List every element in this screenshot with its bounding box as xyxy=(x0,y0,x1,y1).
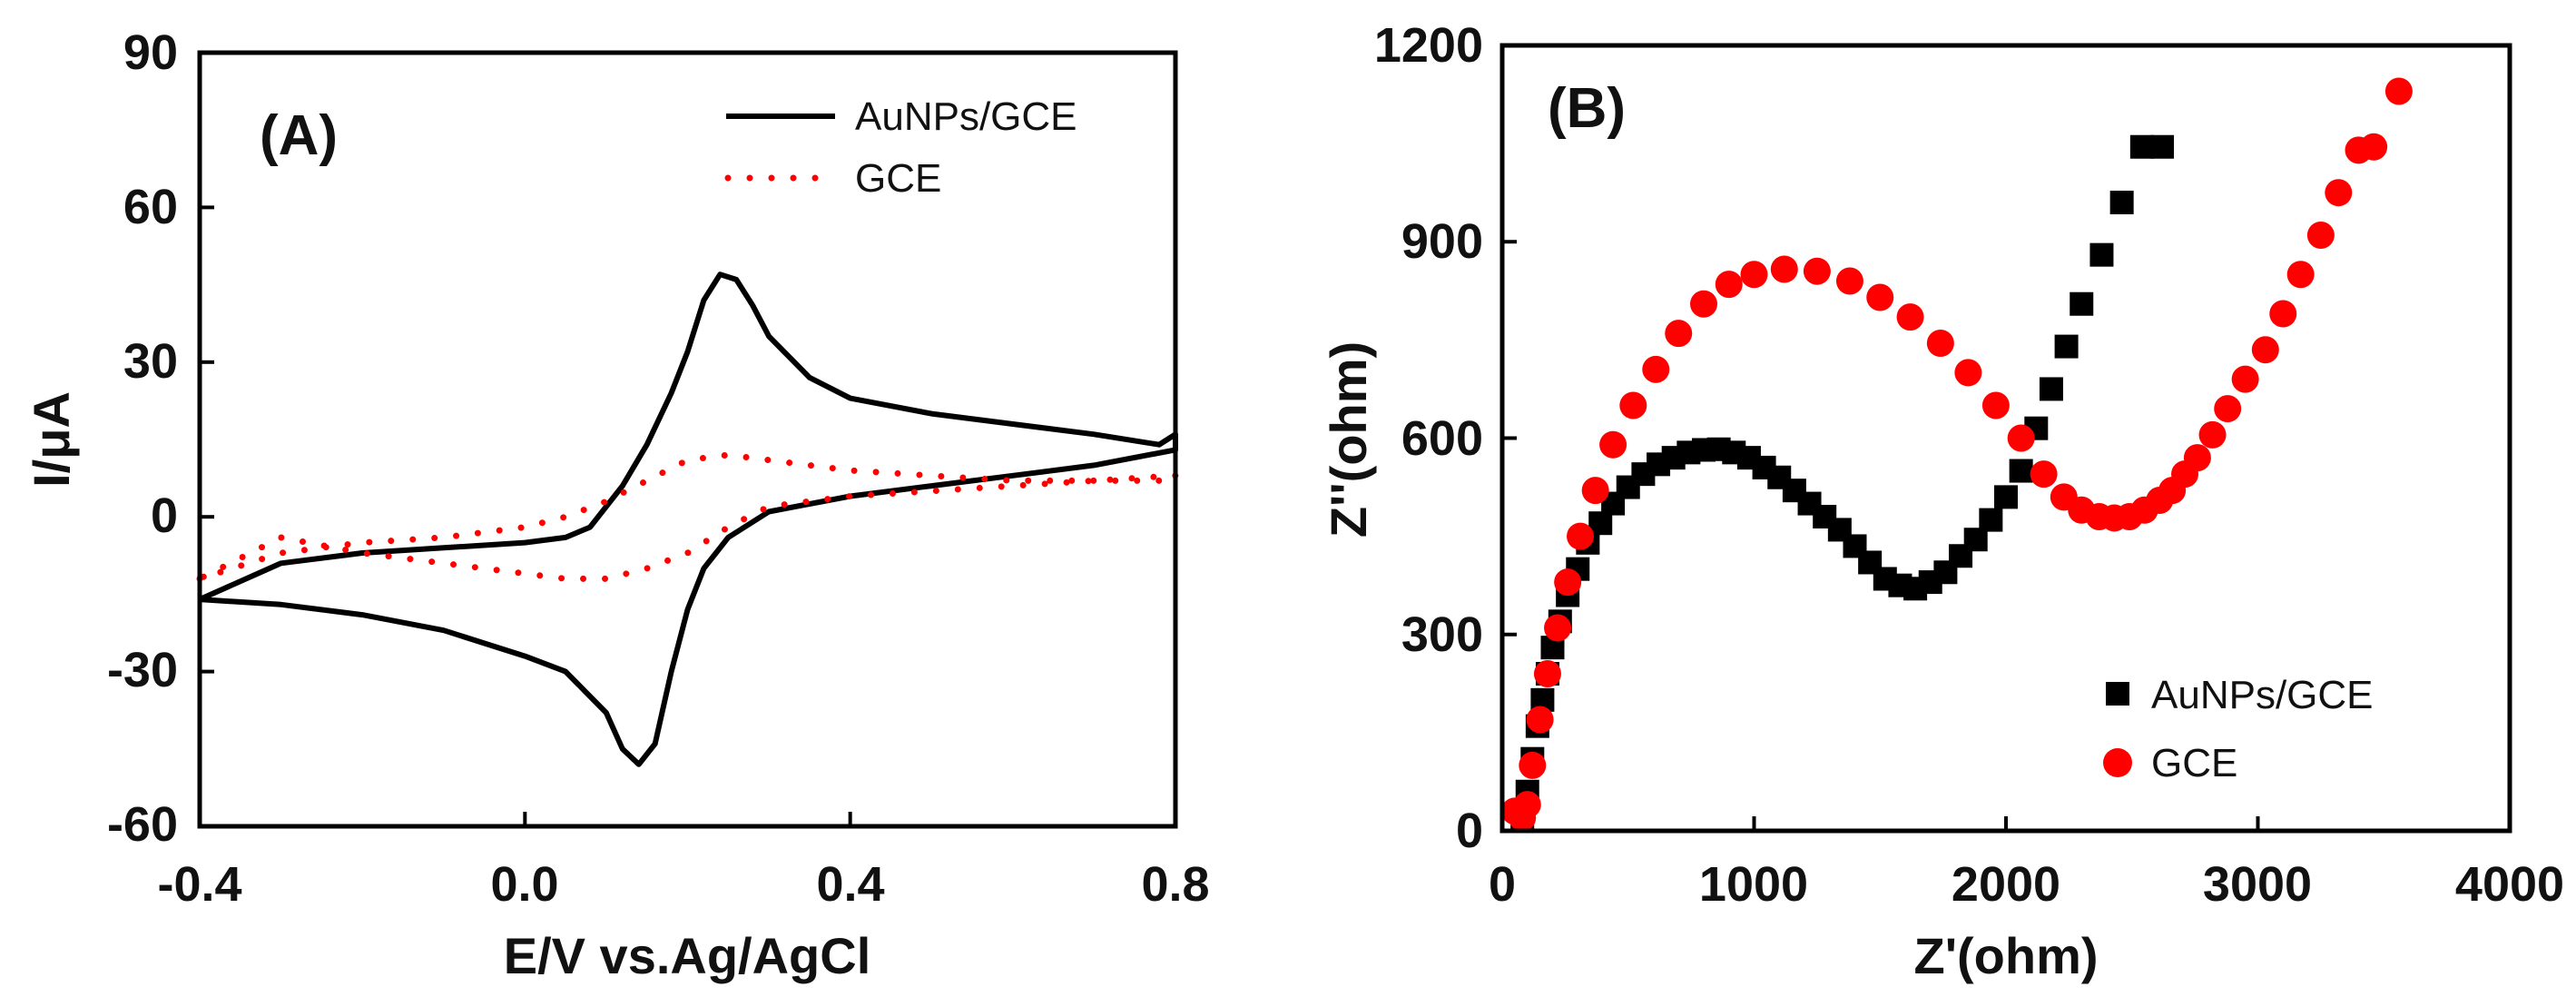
panel-a-ytick-label: 30 xyxy=(123,334,178,389)
data-point xyxy=(1954,359,1982,387)
panel-b-xtick-label: 3000 xyxy=(2203,857,2312,912)
panel-a-frame xyxy=(197,50,1178,829)
data-point xyxy=(1665,320,1693,348)
data-point xyxy=(1740,261,1768,289)
data-point xyxy=(1803,257,1831,285)
panel-b-x-tick-labels: 0 1000 2000 3000 4000 xyxy=(1489,857,2564,912)
data-point xyxy=(1770,255,1798,283)
panel-b-ytick-label: 300 xyxy=(1401,607,1483,662)
data-point xyxy=(2007,424,2035,452)
legend-marker-aunps xyxy=(2106,682,2129,706)
panel-b-xtick-label: 1000 xyxy=(1699,857,1808,912)
data-point xyxy=(2183,444,2211,472)
data-point xyxy=(2360,133,2388,161)
data-point xyxy=(2198,420,2227,449)
panel-b-xtick-label: 4000 xyxy=(2455,857,2564,912)
data-point xyxy=(1513,791,1541,819)
panel-b-ticks xyxy=(1500,44,2512,833)
panel-b-y-tick-labels: 1200 900 600 300 0 xyxy=(1374,18,1483,858)
panel-a: 90 60 30 0 -30 -60 -0.4 0.0 0.4 0.8 E/V … xyxy=(23,25,1210,984)
panel-a-ytick-label: 0 xyxy=(151,489,178,543)
panel-b-ytick-label: 900 xyxy=(1401,214,1483,269)
data-point xyxy=(2070,291,2094,316)
legend-label-gce: GCE xyxy=(855,156,941,201)
data-point xyxy=(1526,706,1554,734)
panel-a-ytick-label: 60 xyxy=(123,180,178,234)
data-point xyxy=(2231,365,2259,393)
panel-b-ytick-label: 0 xyxy=(1456,804,1483,858)
panel-b-y-axis-title: Z''(ohm) xyxy=(1320,341,1377,538)
panel-a-y-tick-labels: 90 60 30 0 -30 -60 xyxy=(107,25,178,852)
panel-a-legend: AuNPs/GCE GCE xyxy=(724,94,1077,201)
data-point xyxy=(1544,614,1572,642)
data-point xyxy=(2150,134,2175,159)
panel-a-ytick-label: -60 xyxy=(107,797,178,852)
panel-a-ytick-label: -30 xyxy=(107,643,178,697)
data-point xyxy=(2039,377,2063,401)
data-point xyxy=(2214,395,2242,423)
data-point xyxy=(2286,261,2315,289)
panel-b-xtick-label: 0 xyxy=(1489,857,1516,912)
panel-b-label: (B) xyxy=(1548,77,1626,140)
legend-label-aunps-b: AuNPs/GCE xyxy=(2151,673,2374,717)
data-point xyxy=(2251,336,2279,364)
panel-a-xtick-label: 0.4 xyxy=(816,857,884,912)
panel-a-xtick-label: 0.0 xyxy=(490,857,558,912)
data-point xyxy=(2306,222,2335,250)
data-point xyxy=(1599,430,1627,459)
data-point xyxy=(2030,460,2058,489)
panel-a-xtick-label: 0.8 xyxy=(1141,857,1209,912)
data-point xyxy=(1690,290,1717,318)
data-point xyxy=(2009,459,2033,483)
panel-a-plot-area xyxy=(196,271,1179,767)
panel-a-xtick-label: -0.4 xyxy=(157,857,241,912)
data-point xyxy=(2129,134,2154,159)
legend-label-aunps: AuNPs/GCE xyxy=(855,94,1077,139)
data-point xyxy=(1715,271,1743,299)
data-point xyxy=(2325,179,2353,207)
data-point xyxy=(1994,485,2018,509)
data-point xyxy=(1581,477,1609,505)
data-point xyxy=(1567,522,1595,550)
series-gce xyxy=(1500,77,2413,832)
data-point xyxy=(1981,391,2010,420)
data-point xyxy=(1519,751,1547,779)
data-point xyxy=(1979,508,2003,532)
series-line-aunps-gce xyxy=(198,271,1178,767)
data-point xyxy=(2109,191,2134,214)
data-point xyxy=(1642,355,1670,383)
data-point xyxy=(1619,391,1647,420)
panel-a-y-axis-title: I/μA xyxy=(23,391,80,488)
legend-label-gce-b: GCE xyxy=(2151,741,2237,785)
panel-a-ytick-label: 90 xyxy=(123,25,178,80)
panel-b-ytick-label: 1200 xyxy=(1374,18,1483,73)
data-point xyxy=(2384,77,2413,105)
data-point xyxy=(1926,329,1954,357)
data-point xyxy=(1533,660,1561,687)
panel-b-xtick-label: 2000 xyxy=(1952,857,2060,912)
data-point xyxy=(2054,334,2079,359)
data-point xyxy=(1835,267,1863,295)
panel-b: 1200 900 600 300 0 0 1000 2000 3000 4000… xyxy=(1320,18,2564,984)
panel-a-x-tick-labels: -0.4 0.0 0.4 0.8 xyxy=(157,857,1209,912)
data-point xyxy=(1896,303,1924,331)
data-point xyxy=(1554,568,1582,597)
data-point xyxy=(2089,242,2114,267)
series-aunps-gce xyxy=(1510,134,2175,830)
data-point xyxy=(1866,283,1894,311)
panel-a-x-axis-title: E/V vs.Ag/AgCl xyxy=(504,927,871,984)
panel-a-ticks xyxy=(198,51,1177,828)
panel-b-legend: AuNPs/GCE GCE xyxy=(2103,673,2374,785)
data-point xyxy=(2269,300,2297,328)
panel-a-label: (A) xyxy=(260,104,338,167)
panel-b-x-axis-title: Z'(ohm) xyxy=(1913,927,2098,984)
panel-b-plot-area xyxy=(1500,77,2413,832)
panel-b-ytick-label: 600 xyxy=(1401,411,1483,466)
legend-marker-gce xyxy=(2103,748,2132,777)
